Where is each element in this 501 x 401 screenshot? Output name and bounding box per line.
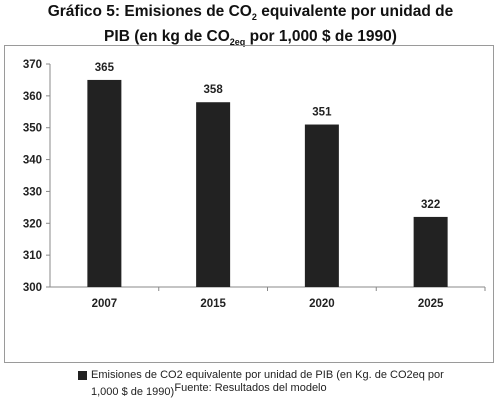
- chart-title: Gráfico 5: Emisiones de CO2 equivalente …: [47, 3, 454, 48]
- x-tick-label-2020: 2020: [309, 298, 335, 310]
- bar-2007: [87, 79, 122, 287]
- x-tick-label-2015: 2015: [200, 298, 226, 310]
- y-tick-label: 350: [23, 123, 42, 135]
- y-tick-label: 310: [23, 250, 42, 262]
- data-label-2025: 322: [421, 199, 440, 211]
- x-tick-label-2025: 2025: [418, 298, 444, 310]
- bar-2015: [196, 102, 231, 287]
- data-label-2007: 365: [95, 62, 115, 74]
- bar-2025: [413, 216, 448, 287]
- data-label-2020: 351: [312, 107, 332, 119]
- y-tick-label: 370: [23, 59, 42, 71]
- y-tick-label: 330: [23, 186, 42, 198]
- y-tick-label: 340: [23, 155, 42, 167]
- y-tick-label: 360: [23, 91, 42, 103]
- y-tick-label: 300: [23, 282, 42, 294]
- x-tick-label-2007: 2007: [92, 298, 118, 310]
- source-note: Fuente: Resultados del modelo: [174, 382, 327, 394]
- legend-swatch: [78, 371, 87, 380]
- legend-label: Emisiones de CO2 equivalente por unidad …: [91, 369, 444, 398]
- bar-chart: 300 310 320 330 340 350 360 370 365 2007 358 2015 35…: [23, 59, 486, 310]
- data-label-2015: 358: [204, 84, 224, 96]
- chart-frame: 300 310 320 330 340 350 360 370 365 2007 358 2015 35…: [4, 45, 494, 398]
- bar-2020: [304, 124, 339, 288]
- y-tick-label: 320: [23, 218, 42, 230]
- legend: Emisiones de CO2 equivalente por unidad …: [78, 367, 468, 401]
